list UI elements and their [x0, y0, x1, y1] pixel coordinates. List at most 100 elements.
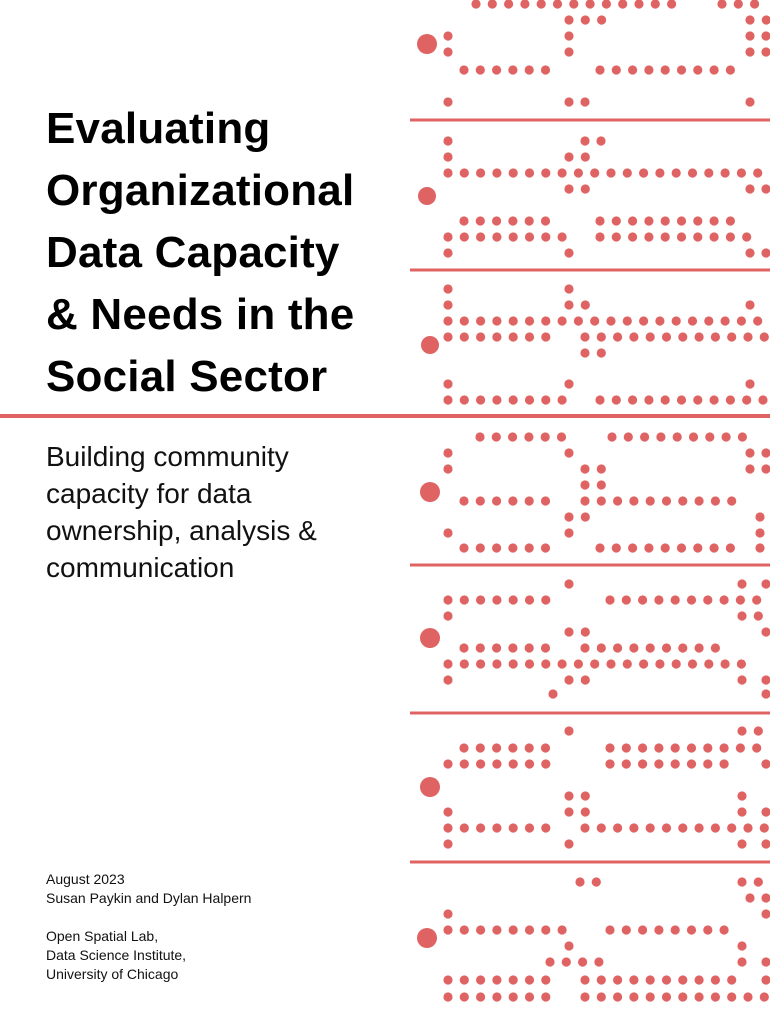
punch-dot [580, 643, 590, 653]
punch-dot [761, 975, 770, 985]
punch-dot [686, 595, 697, 605]
subtitle-line: capacity for data [46, 478, 252, 509]
punch-dot [561, 957, 571, 967]
punch-dot [745, 97, 755, 107]
punch-dot [443, 595, 453, 605]
punch-dot [678, 496, 688, 506]
punch-dot [694, 643, 704, 653]
punch-dot [743, 332, 753, 342]
punch-dot [733, 0, 743, 9]
punch-card-artwork [400, 0, 770, 1024]
punch-dot [628, 395, 638, 405]
punch-dot [761, 759, 770, 769]
punch-dot [613, 643, 623, 653]
punch-dot [420, 482, 440, 502]
punch-dot [710, 496, 720, 506]
punch-dot [541, 595, 551, 605]
punch-dot [459, 595, 469, 605]
punch-dot [557, 659, 567, 669]
punch-dot [471, 0, 481, 9]
punch-dot [660, 543, 670, 553]
punch-dot [661, 992, 672, 1002]
punch-dot [580, 496, 590, 506]
punch-dot [755, 528, 765, 538]
punch-dot [476, 975, 486, 985]
punch-dot [645, 823, 655, 833]
punch-dot [492, 543, 502, 553]
punch-dot [580, 627, 590, 637]
punch-dot [737, 941, 747, 951]
punch-dot [459, 992, 469, 1002]
punch-dot [443, 47, 453, 57]
punch-dot [524, 643, 534, 653]
punch-dot [508, 643, 518, 653]
punch-dot [727, 823, 737, 833]
punch-dot [654, 743, 664, 753]
punch-dot [661, 332, 672, 342]
punch-dot [492, 65, 502, 75]
punch-dot [508, 232, 518, 242]
punch-dot [564, 791, 574, 801]
punch-dot [475, 543, 485, 553]
punch-dot [590, 659, 600, 669]
punch-dot [475, 743, 485, 753]
punch-dot [524, 332, 535, 342]
punch-dot [476, 823, 486, 833]
punch-dot [420, 628, 440, 648]
punch-dot [688, 432, 699, 442]
punch-dot [508, 823, 518, 833]
punch-dot [492, 232, 502, 242]
punch-dot [628, 232, 638, 242]
punch-dot [596, 992, 606, 1002]
subtitle-line: communication [46, 552, 235, 583]
punch-dot [753, 726, 763, 736]
punch-dot [443, 675, 453, 685]
punch-dot [564, 528, 574, 538]
punch-dot [753, 877, 763, 887]
punch-dot [645, 332, 655, 342]
punch-dot [508, 432, 518, 442]
punch-dot [660, 65, 670, 75]
punch-dot [492, 743, 502, 753]
punch-dot [475, 432, 485, 442]
punch-dot [578, 957, 588, 967]
punch-dot [717, 0, 727, 9]
punch-dot [459, 759, 469, 769]
punch-dot [564, 284, 574, 294]
title-divider [0, 414, 770, 418]
punch-dot [443, 925, 453, 935]
punch-dot [639, 659, 649, 669]
punch-dot [443, 97, 453, 107]
punch-dot [492, 659, 502, 669]
punch-dot [761, 31, 770, 41]
punch-dot [595, 65, 605, 75]
punch-dot [737, 611, 747, 621]
title-line: Evaluating [46, 104, 271, 153]
punch-dot [520, 0, 530, 9]
punch-dot [743, 823, 753, 833]
punch-dot [492, 316, 502, 326]
punch-dot [676, 216, 687, 226]
punch-dot [524, 65, 534, 75]
punch-dot [678, 332, 688, 342]
punch-dot [443, 975, 453, 985]
punch-dot [524, 823, 535, 833]
punch-dot [621, 759, 631, 769]
punch-dot [508, 595, 518, 605]
punch-dot [686, 925, 697, 935]
punch-dot [676, 232, 687, 242]
punch-dot [541, 659, 551, 669]
card-divider-line [410, 711, 770, 715]
punch-dot [678, 823, 688, 833]
punch-dot [596, 823, 606, 833]
punch-dot [418, 187, 436, 205]
punch-dot [654, 925, 664, 935]
card-divider-line [410, 860, 770, 864]
punch-dot [443, 839, 453, 849]
punch-dot [596, 332, 606, 342]
punch-dot [508, 168, 518, 178]
punch-dot [693, 543, 703, 553]
punch-dot [487, 0, 497, 9]
punch-dot [661, 643, 672, 653]
punch-dot [564, 152, 574, 162]
